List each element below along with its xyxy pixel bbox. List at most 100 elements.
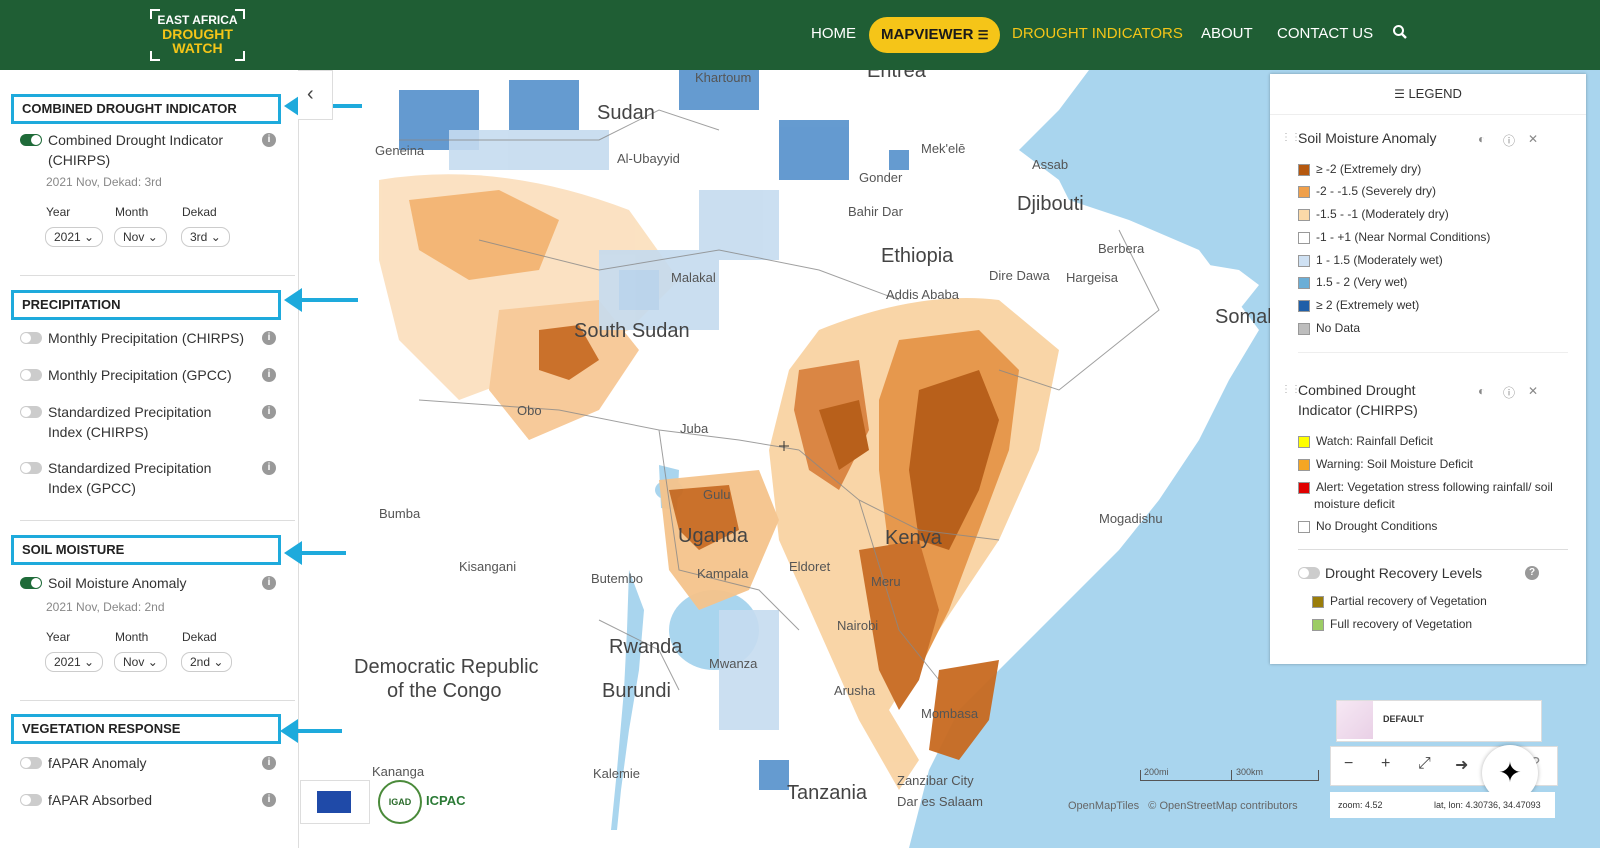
basemap-switcher[interactable]: DEFAULT — [1336, 700, 1542, 742]
info-icon[interactable]: i — [262, 756, 276, 770]
map-attribution: OpenMapTiles © OpenStreetMap contributor… — [1068, 800, 1298, 812]
close-icon[interactable]: ✕ — [1528, 132, 1539, 146]
dekad-select-soil[interactable]: 2nd ⌄ — [181, 652, 233, 672]
toggle-cdi[interactable] — [20, 134, 42, 146]
month-value: Nov — [123, 230, 145, 244]
annotation-arrow — [284, 541, 346, 565]
map-label-country: Uganda — [678, 525, 749, 547]
help-icon[interactable]: ? — [1525, 566, 1539, 580]
legend-item: -1 - +1 (Near Normal Conditions) — [1298, 230, 1490, 244]
dekad-label: Dekad — [182, 205, 217, 219]
year-value: 2021 — [54, 230, 81, 244]
legend-swatch — [1298, 458, 1310, 471]
map-label-city: Nairobi — [837, 618, 879, 633]
section-title-precipitation[interactable]: PRECIPITATION — [11, 290, 281, 320]
toggle-precip-gpcc[interactable] — [20, 369, 42, 381]
toggle-spi-chirps[interactable] — [20, 406, 42, 418]
drag-handle-icon[interactable]: ⋮⋮ — [1281, 132, 1301, 143]
info-icon[interactable]: i — [262, 368, 276, 382]
annotation-arrow — [284, 288, 358, 312]
layer-label-precip-gpcc: Monthly Precipitation (GPCC) — [48, 367, 232, 383]
info-icon[interactable]: ⓘ — [1503, 134, 1516, 148]
divider — [20, 700, 295, 701]
chevron-down-icon: ⌄ — [210, 230, 221, 244]
legend-item-label: Watch: Rainfall Deficit — [1316, 434, 1433, 448]
nav-contact[interactable]: CONTACT US — [1277, 25, 1374, 42]
info-icon[interactable]: i — [262, 793, 276, 807]
map-label-city: Butembo — [591, 571, 644, 586]
close-icon[interactable]: ✕ — [1528, 384, 1539, 398]
section-title-vegetation[interactable]: VEGETATION RESPONSE — [11, 714, 281, 744]
month-select-cdi[interactable]: Nov ⌄ — [114, 227, 167, 247]
info-icon[interactable]: i — [262, 331, 276, 345]
layer-label-spi-gpcc: Standardized Precipitation Index (GPCC) — [48, 460, 212, 496]
dekad-select-cdi[interactable]: 3rd ⌄ — [181, 227, 230, 247]
legend-item: Partial recovery of Vegetation — [1312, 594, 1487, 608]
zoom-readout: zoom: 4.52 — [1338, 800, 1383, 810]
year-select-cdi[interactable]: 2021 ⌄ — [45, 227, 104, 247]
nav-home[interactable]: HOME — [811, 25, 856, 42]
icpac-logo: ICPAC — [426, 793, 465, 808]
legend-item-label: 1 - 1.5 (Moderately wet) — [1316, 253, 1443, 267]
nav-drought-indicators[interactable]: DROUGHT INDICATORS — [1012, 25, 1183, 42]
year-value: 2021 — [54, 655, 81, 669]
map-label-city: Assab — [1032, 157, 1069, 172]
map-label-city: Meru — [871, 574, 901, 589]
nav-mapviewer[interactable]: MAPVIEWER ☰ — [869, 17, 1001, 53]
info-icon[interactable]: ⓘ — [1503, 386, 1516, 400]
layer-sidebar: COMBINED DROUGHT INDICATOR Combined Drou… — [0, 70, 299, 848]
site-logo[interactable]: EAST AFRICA DROUGHT WATCH — [150, 9, 245, 61]
layer-label-cdi: Combined Drought Indicator (CHIRPS) — [48, 132, 224, 168]
share-icon[interactable]: ➜ — [1455, 757, 1469, 774]
map-label-city: Juba — [680, 421, 709, 436]
layers-icon: ☰ — [1394, 87, 1405, 101]
drag-handle-icon[interactable]: ⋮⋮ — [1281, 384, 1301, 395]
bird-logo-button[interactable]: ✦ — [1482, 745, 1538, 801]
attribution-omt[interactable]: OpenMapTiles — [1068, 800, 1140, 812]
info-icon[interactable]: i — [262, 461, 276, 475]
zoom-in-button[interactable]: + — [1381, 755, 1391, 772]
logo-corner — [235, 9, 245, 19]
legend-item: Alert: Vegetation stress following rainf… — [1298, 479, 1574, 513]
year-select-soil[interactable]: 2021 ⌄ — [45, 652, 104, 672]
toggle-fapar-anomaly[interactable] — [20, 757, 42, 769]
toggle-fapar-absorbed[interactable] — [20, 794, 42, 806]
search-icon[interactable] — [1392, 24, 1408, 40]
legend-item: -2 - -1.5 (Severely dry) — [1298, 184, 1436, 198]
sidebar-collapse-button[interactable]: ‹ — [298, 70, 333, 120]
attribution-osm[interactable]: © OpenStreetMap contributors — [1148, 800, 1298, 812]
map-label-city: Hargeisa — [1066, 270, 1119, 285]
opacity-icon[interactable]: ◐ — [1478, 384, 1486, 398]
zoom-out-button[interactable]: − — [1344, 755, 1354, 772]
info-icon[interactable]: i — [262, 133, 276, 147]
scale-mi: 200mi — [1144, 767, 1169, 777]
map-label-city: Mek'elē — [921, 141, 966, 156]
toggle-spi-gpcc[interactable] — [20, 462, 42, 474]
legend-swatch — [1298, 208, 1310, 221]
legend-item: No Data — [1298, 321, 1360, 335]
igad-logo-text: IGAD — [388, 797, 412, 807]
info-icon[interactable]: i — [262, 405, 276, 419]
month-select-soil[interactable]: Nov ⌄ — [114, 652, 167, 672]
logo-corner — [150, 9, 160, 19]
map-label-country: Eritrea — [867, 70, 926, 82]
nav-about[interactable]: ABOUT — [1201, 25, 1253, 42]
map-label-city: Arusha — [834, 683, 876, 698]
legend-swatch — [1298, 322, 1310, 335]
top-header: EAST AFRICA DROUGHT WATCH HOME MAPVIEWER… — [0, 0, 1600, 70]
map-label-country: of the Congo — [387, 680, 502, 702]
fullscreen-icon[interactable]: ⤢ — [1418, 755, 1431, 772]
month-label: Month — [115, 630, 149, 644]
chevron-down-icon: ⌄ — [213, 655, 224, 669]
legend-item-label: No Drought Conditions — [1316, 519, 1438, 533]
map-label-city: Gonder — [859, 170, 903, 185]
toggle-precip-chirps[interactable] — [20, 332, 42, 344]
divider — [20, 275, 295, 276]
toggle-drought-recovery[interactable] — [1298, 567, 1320, 579]
toggle-soil-moisture[interactable] — [20, 577, 42, 589]
section-title-soil-moisture[interactable]: SOIL MOISTURE — [11, 535, 281, 565]
legend-swatch — [1298, 163, 1310, 176]
opacity-icon[interactable]: ◐ — [1478, 132, 1486, 146]
info-icon[interactable]: i — [262, 576, 276, 590]
section-title-cdi[interactable]: COMBINED DROUGHT INDICATOR — [11, 94, 281, 124]
